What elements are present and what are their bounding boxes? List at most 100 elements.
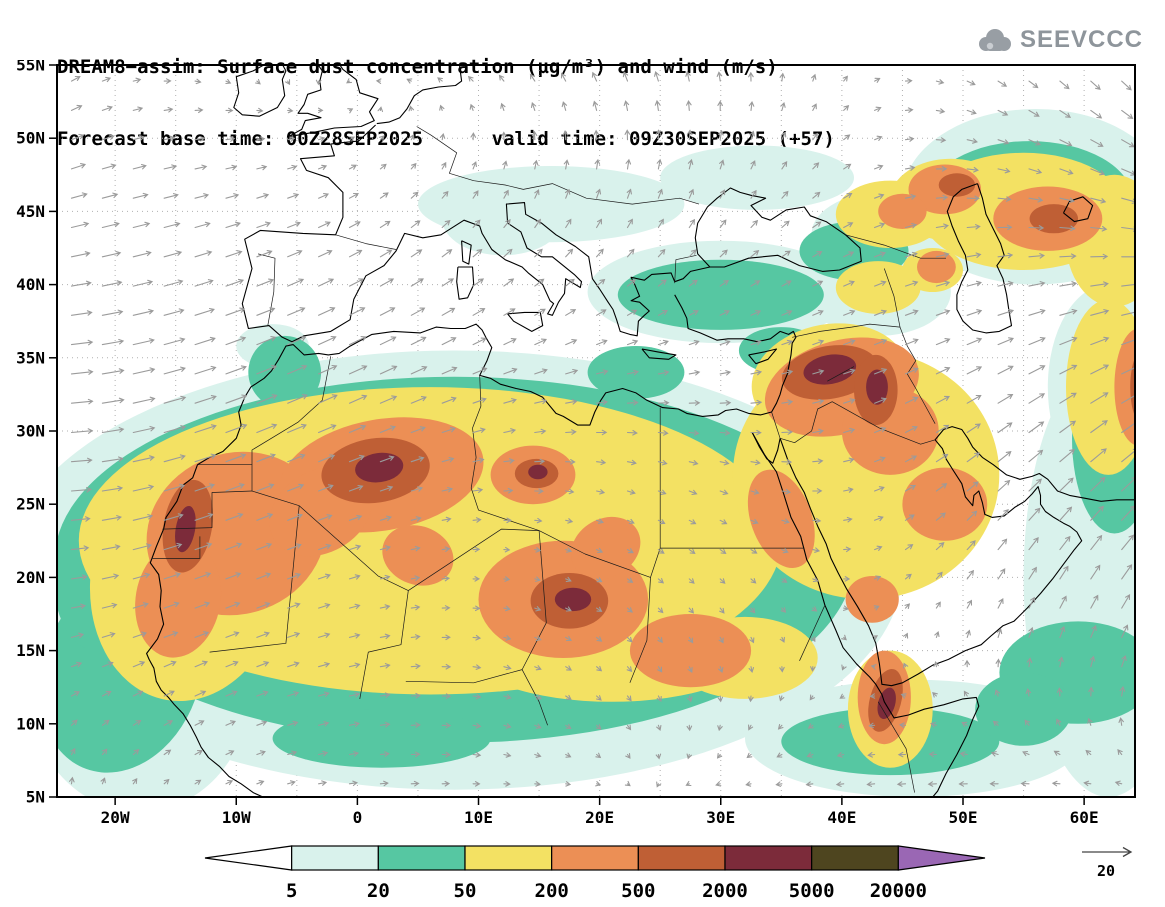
coastline [241, 124, 862, 343]
chart-subtitle: Forecast base time: 00Z28SEP2025 valid t… [57, 128, 835, 150]
coastline [288, 65, 323, 138]
coastline [376, 65, 463, 125]
wind-arrows [69, 70, 1135, 788]
dust-region [938, 173, 976, 197]
country-border [771, 411, 781, 439]
wind-arrows-layer [69, 70, 1135, 788]
cloud-icon [978, 28, 1011, 51]
colorbar-segment [291, 845, 379, 871]
dust-region [917, 250, 956, 284]
dust-region [803, 354, 857, 385]
country-border [845, 234, 946, 259]
coastline [233, 65, 287, 117]
coastline [461, 240, 472, 265]
dust-region [571, 516, 641, 580]
coastline [146, 294, 797, 797]
lon-tick-label: 50E [949, 808, 978, 825]
country-border [899, 326, 936, 424]
lat-tick-label: 20N [16, 568, 45, 587]
country-border [629, 577, 651, 683]
lat-tick-label: 15N [16, 641, 45, 660]
colorbar-segment [637, 845, 726, 871]
lat-tick-label: 45N [16, 202, 45, 221]
lon-tick-label: 10E [464, 808, 493, 825]
dust-region [660, 145, 854, 210]
wind-reference: 20 [1082, 846, 1133, 880]
country-border [359, 590, 409, 699]
dust-region [1066, 299, 1135, 475]
lon-tick-label: 0 [353, 808, 363, 825]
coastline [456, 266, 475, 300]
colorbar-tick-label: 20000 [870, 880, 927, 902]
lon-tick-label: 20W [101, 808, 130, 825]
country-border [470, 375, 540, 531]
country-border [197, 356, 332, 466]
colorbar-segment [897, 845, 986, 871]
coastline [751, 432, 781, 464]
colorbar-tick-label: 200 [535, 880, 569, 902]
coastline [943, 426, 1135, 502]
dust-region [442, 182, 564, 256]
colorbar-segment [377, 845, 466, 871]
colorbar-tick-label: 20 [367, 880, 390, 902]
colorbar-segment [551, 845, 639, 871]
country-border [827, 366, 855, 382]
dust-region [902, 467, 988, 541]
coastline [748, 348, 778, 365]
lon-tick-label: 10W [222, 808, 251, 825]
dust-region [975, 672, 1072, 746]
colorbar-segment [204, 845, 293, 871]
colorbar-tick-label: 5000 [789, 880, 835, 902]
dust-region [1029, 204, 1078, 234]
colorbar-tick-label: 5 [286, 880, 297, 902]
country-border [258, 253, 276, 326]
country-border [883, 268, 901, 328]
dust-region [866, 369, 888, 405]
coastline [288, 65, 379, 138]
coastline [779, 429, 1083, 687]
basemap-layer [146, 65, 1135, 797]
lon-tick-label: 30E [706, 808, 735, 825]
coastline [1063, 196, 1094, 223]
forecast-map: 5N 10N 15N 20N 25N 30N 35N 40N 45N 50N 55N 20W 10W 0 1… [16, 60, 1136, 825]
dust-region [554, 587, 592, 612]
coastline [946, 183, 1013, 334]
axes-layer: 5N 10N 15N 20N 25N 30N 35N 40N 45N 50N 55N 20W 10W 0 1… [16, 60, 1098, 825]
dust-region [1130, 357, 1135, 417]
coastline [641, 348, 677, 360]
colorbar-tick-label: 50 [454, 880, 477, 902]
country-border [877, 701, 915, 793]
country-border [335, 234, 397, 250]
dust-region [747, 469, 815, 569]
colorbar-segment [464, 845, 553, 871]
country-border [416, 126, 700, 205]
colorbar-segment [724, 845, 813, 871]
lat-tick-label: 25N [16, 495, 45, 514]
dust-region [845, 576, 899, 623]
lat-tick-label: 55N [16, 60, 45, 75]
lat-tick-label: 40N [16, 275, 45, 294]
dust-concentration-layer [57, 109, 1135, 797]
dust-region [835, 261, 921, 314]
country-border [521, 530, 547, 670]
dust-region [528, 464, 548, 480]
country-border [799, 605, 826, 661]
lon-tick-label: 60E [1070, 808, 1099, 825]
country-border [405, 669, 523, 684]
lat-tick-label: 30N [16, 422, 45, 441]
dust-region [135, 541, 222, 658]
lon-tick-label: 20E [585, 808, 614, 825]
country-border [538, 530, 661, 578]
chart-header: DREAM8−assim: Surface dust concentration… [57, 7, 835, 199]
wind-reference-arrow-icon [1082, 846, 1133, 858]
country-border [521, 669, 548, 726]
coastline [751, 432, 980, 797]
dust-region [272, 709, 491, 768]
coastline [507, 311, 544, 332]
seevccc-logo: SEEVCCC [975, 26, 1143, 54]
country-border [162, 490, 253, 530]
lon-tick-label: 40E [827, 808, 856, 825]
colorbar-tick-label: 500 [621, 880, 655, 902]
logo-text: SEEVCCC [1019, 26, 1143, 53]
